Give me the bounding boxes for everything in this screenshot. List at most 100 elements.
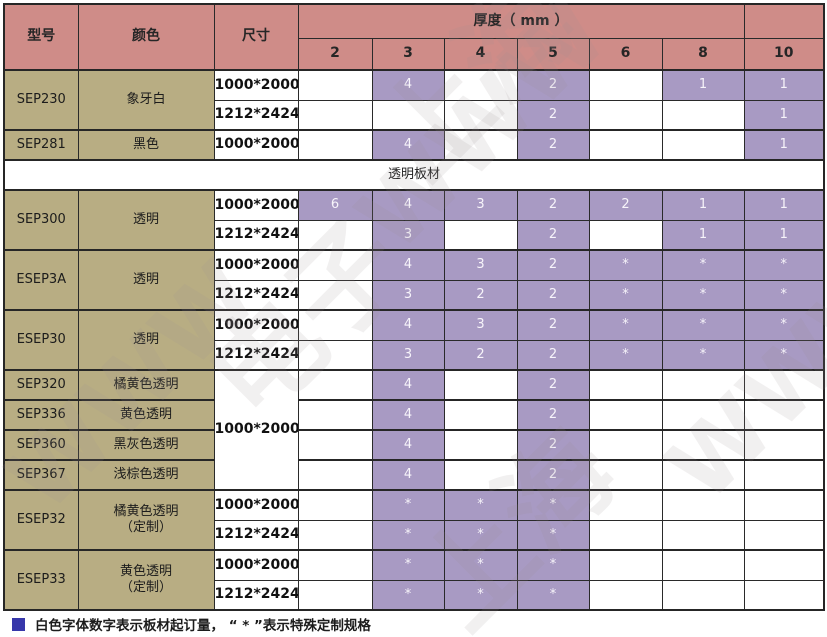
- qty-cell: 2: [516, 459, 590, 491]
- header-thickness-empty-cell: [743, 3, 825, 39]
- size-cell: 1212*2424: [213, 219, 299, 251]
- qty-cell: 4: [371, 249, 445, 281]
- qty-cell: 2: [588, 189, 663, 221]
- qty-cell: [588, 549, 663, 581]
- qty-cell: 3: [371, 219, 445, 251]
- qty-cell: *: [371, 519, 445, 551]
- qty-cell: *: [516, 489, 590, 521]
- qty-cell: [743, 429, 825, 461]
- qty-cell: 3: [371, 339, 445, 371]
- thickness-col-header: 6: [588, 37, 663, 71]
- color-cell: 浅棕色透明: [77, 459, 215, 491]
- header-size: 尺寸: [213, 3, 299, 71]
- size-cell: 1000*2000: [213, 249, 299, 281]
- qty-cell: [588, 99, 663, 131]
- qty-cell: 2: [516, 129, 590, 161]
- qty-cell: [371, 99, 445, 131]
- qty-cell: 4: [371, 429, 445, 461]
- qty-cell: 2: [516, 399, 590, 431]
- model-cell: SEP281: [3, 129, 79, 161]
- color-cell: 象牙白: [77, 69, 215, 131]
- qty-cell: [661, 399, 745, 431]
- qty-cell: [743, 369, 825, 401]
- section-row-transparent: 透明板材: [3, 159, 825, 191]
- qty-cell: 1: [743, 99, 825, 131]
- qty-cell: [297, 579, 373, 611]
- qty-cell: [588, 519, 663, 551]
- qty-cell: [297, 69, 373, 101]
- qty-cell: [743, 399, 825, 431]
- qty-cell: *: [443, 519, 518, 551]
- qty-cell: 4: [371, 69, 445, 101]
- qty-cell: [588, 399, 663, 431]
- qty-cell: *: [371, 489, 445, 521]
- qty-cell: *: [661, 249, 745, 281]
- size-cell: 1000*2000: [213, 489, 299, 521]
- size-cell: 1212*2424: [213, 519, 299, 551]
- qty-cell: 2: [516, 369, 590, 401]
- qty-cell: *: [588, 279, 663, 311]
- qty-cell: [661, 369, 745, 401]
- qty-cell: [297, 249, 373, 281]
- qty-cell: 2: [516, 249, 590, 281]
- color-cell: 透明: [77, 249, 215, 311]
- qty-cell: 1: [661, 69, 745, 101]
- qty-cell: *: [588, 309, 663, 341]
- qty-cell: 1: [743, 129, 825, 161]
- qty-cell: [297, 309, 373, 341]
- qty-cell: *: [743, 279, 825, 311]
- qty-cell: [297, 429, 373, 461]
- qty-cell: [743, 459, 825, 491]
- qty-cell: 4: [371, 189, 445, 221]
- qty-cell: *: [443, 549, 518, 581]
- qty-cell: [443, 129, 518, 161]
- qty-cell: 1: [661, 189, 745, 221]
- qty-cell: *: [371, 549, 445, 581]
- qty-cell: [661, 549, 745, 581]
- qty-cell: [588, 219, 663, 251]
- qty-cell: [588, 429, 663, 461]
- model-cell: SEP360: [3, 429, 79, 461]
- qty-cell: 2: [516, 309, 590, 341]
- qty-cell: *: [743, 249, 825, 281]
- thickness-col-header: 8: [661, 37, 745, 71]
- qty-cell: 4: [371, 309, 445, 341]
- qty-cell: 6: [297, 189, 373, 221]
- qty-cell: 4: [371, 369, 445, 401]
- qty-cell: [661, 519, 745, 551]
- header-color: 颜色: [77, 3, 215, 71]
- qty-cell: *: [443, 579, 518, 611]
- qty-cell: 3: [371, 279, 445, 311]
- qty-cell: [443, 219, 518, 251]
- qty-cell: [443, 99, 518, 131]
- size-cell: 1212*2424: [213, 339, 299, 371]
- color-cell: 橘黄色透明: [77, 369, 215, 401]
- size-cell: 1000*2000: [213, 129, 299, 161]
- qty-cell: *: [588, 339, 663, 371]
- thickness-col-header: 3: [371, 37, 445, 71]
- qty-cell: [443, 399, 518, 431]
- qty-cell: [297, 549, 373, 581]
- qty-cell: [743, 489, 825, 521]
- qty-cell: [297, 459, 373, 491]
- qty-cell: *: [661, 309, 745, 341]
- qty-cell: 4: [371, 129, 445, 161]
- color-cell: 透明: [77, 189, 215, 251]
- legend-square-icon: [12, 617, 25, 631]
- size-cell: 1212*2424: [213, 279, 299, 311]
- qty-cell: [743, 549, 825, 581]
- size-cell: 1212*2424: [213, 99, 299, 131]
- qty-cell: 2: [516, 279, 590, 311]
- qty-cell: [297, 279, 373, 311]
- qty-cell: [297, 219, 373, 251]
- model-cell: SEP300: [3, 189, 79, 251]
- qty-cell: *: [516, 579, 590, 611]
- qty-cell: 3: [443, 309, 518, 341]
- size-cell: 1000*2000: [213, 369, 299, 491]
- qty-cell: [588, 489, 663, 521]
- size-cell: 1000*2000: [213, 189, 299, 221]
- qty-cell: 4: [371, 399, 445, 431]
- qty-cell: [297, 489, 373, 521]
- qty-cell: [297, 339, 373, 371]
- qty-cell: 2: [516, 69, 590, 101]
